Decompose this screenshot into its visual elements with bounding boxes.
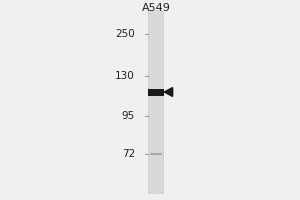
Bar (148, 88, 164, 96)
Polygon shape (164, 88, 173, 96)
Bar (148, 10, 164, 194)
Text: 72: 72 (122, 149, 135, 159)
Text: 250: 250 (115, 29, 135, 39)
Bar (150, 153, 162, 155)
Text: 95: 95 (122, 111, 135, 121)
Text: 130: 130 (115, 71, 135, 81)
Bar (149, 10, 163, 194)
Text: A549: A549 (142, 3, 170, 13)
